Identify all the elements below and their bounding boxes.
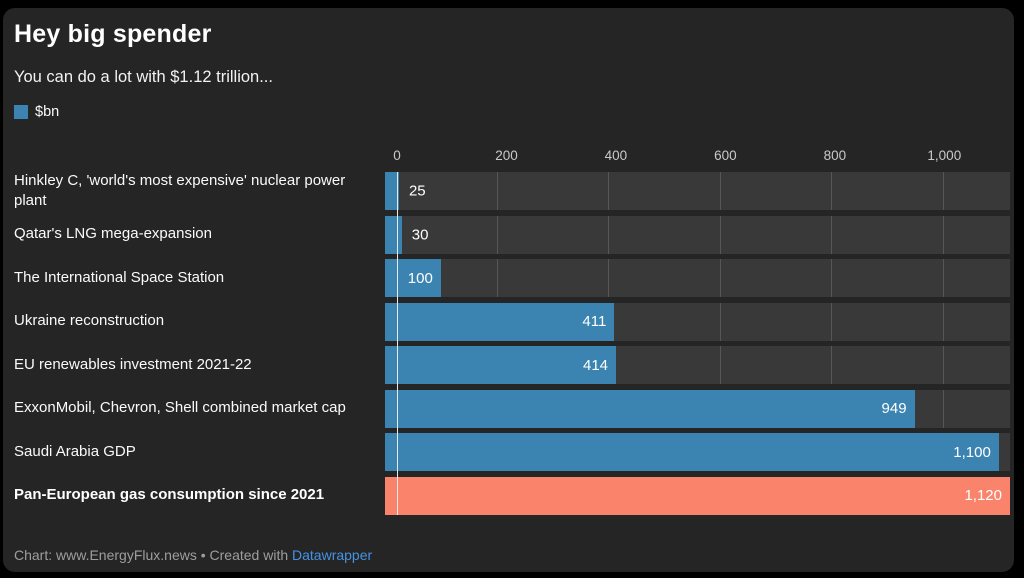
gridline xyxy=(608,172,610,210)
gridline xyxy=(608,215,610,254)
legend: $bn xyxy=(14,104,1014,120)
footer-credit: Chart: www.EnergyFlux.news • Created wit… xyxy=(14,547,372,563)
chart-subtitle: You can do a lot with $1.12 trillion... xyxy=(14,68,273,86)
bar xyxy=(385,172,399,210)
bar-value-label: 414 xyxy=(582,356,609,374)
bar-row: Saudi Arabia GDP 1,100 xyxy=(14,433,1010,471)
x-axis-tick-label: 800 xyxy=(823,148,847,163)
gridline xyxy=(719,302,721,341)
gridline xyxy=(719,346,721,384)
bar: 411 xyxy=(385,302,615,341)
gridline xyxy=(496,215,498,254)
gridline xyxy=(496,259,498,297)
gridline xyxy=(831,259,833,297)
bar-track: 25 xyxy=(385,172,1010,210)
bar-row-label: EU renewables investment 2021-22 xyxy=(14,355,252,373)
bar-row-label: Ukraine reconstruction xyxy=(14,312,165,330)
gridline xyxy=(496,172,498,210)
gridline xyxy=(943,346,945,384)
bar-row: Pan-European gas consumption since 2021 … xyxy=(14,476,1010,515)
gridline xyxy=(719,259,721,297)
bar-value-label: 25 xyxy=(408,182,426,200)
gridline xyxy=(831,346,833,384)
gridline xyxy=(608,259,610,297)
bar-value-label: 100 xyxy=(407,269,433,287)
bar-row-label: Pan-European gas consumption since 2021 xyxy=(14,486,325,504)
bar-track: 1,120 xyxy=(385,476,1010,515)
bar-track: 100 xyxy=(385,259,1010,297)
bar-row-label: The International Space Station xyxy=(14,268,225,286)
datawrapper-link[interactable]: Datawrapper xyxy=(292,547,373,563)
gridline xyxy=(831,302,833,341)
bar xyxy=(385,215,402,254)
bar: 949 xyxy=(385,389,915,428)
bar-rows: Hinkley C, 'world's most expensive' nucl… xyxy=(14,172,1010,515)
bar-track: 30 xyxy=(385,215,1010,254)
x-axis-tick-label: 1,000 xyxy=(927,148,962,163)
chart-card: Hey big spender You can do a lot with $1… xyxy=(3,8,1014,572)
bar: 100 xyxy=(385,259,441,297)
bar-row-label: Hinkley C, 'world's most expensive' nucl… xyxy=(14,171,346,209)
bar-value-label: 30 xyxy=(411,226,429,243)
gridline xyxy=(943,389,945,428)
footer-credit-text: Chart: www.EnergyFlux.news • Created wit… xyxy=(14,547,293,563)
x-axis-tick-label: 600 xyxy=(714,148,737,163)
bar: 1,100 xyxy=(385,433,999,471)
x-axis-tick-label: 200 xyxy=(495,148,518,163)
bar-row: Ukraine reconstruction 411 xyxy=(14,302,1010,341)
bar-value-label: 411 xyxy=(582,313,607,330)
bar-track: 949 xyxy=(385,389,1010,428)
bar-row: The International Space Station 100 xyxy=(14,259,1010,297)
x-axis-tick-label: 0 xyxy=(393,148,401,163)
gridline xyxy=(943,215,945,254)
bar-row: EU renewables investment 2021-22 414 xyxy=(14,346,1010,384)
bar-row-label: Saudi Arabia GDP xyxy=(14,442,136,460)
axis-baseline xyxy=(397,172,398,515)
bar-track: 1,100 xyxy=(385,433,1010,471)
bar-chart: 0 200 400 600 800 1,000 Hinkley C, 'world's m… xyxy=(14,147,1010,515)
x-axis: 0 200 400 600 800 1,000 xyxy=(393,147,1010,172)
bar-value-label: 949 xyxy=(881,400,907,417)
gridline xyxy=(719,215,721,254)
bar-row: Qatar's LNG mega-expansion 30 xyxy=(14,215,1010,254)
bar-value-label: 1,100 xyxy=(953,443,991,461)
bar: 1,120 xyxy=(385,476,1010,515)
bar-row: Hinkley C, 'world's most expensive' nucl… xyxy=(14,172,1010,210)
gridline xyxy=(831,215,833,254)
bar-row-label: Qatar's LNG mega-expansion xyxy=(14,225,212,243)
gridline xyxy=(831,172,833,210)
x-axis-tick-label: 400 xyxy=(604,148,628,163)
legend-label: $bn xyxy=(35,104,60,120)
gridline xyxy=(943,172,945,210)
bar-value-label: 1,120 xyxy=(964,487,1002,504)
bar-row-label: ExxonMobil, Chevron, Shell combined mark… xyxy=(14,399,346,417)
chart-title: Hey big spender xyxy=(14,20,212,48)
gridline xyxy=(943,259,945,297)
chart-header: Hey big spender You can do a lot with $1… xyxy=(3,8,1014,120)
bar: 414 xyxy=(385,346,617,384)
bar-track: 414 xyxy=(385,346,1010,384)
legend-swatch-icon xyxy=(14,105,28,119)
bar-track: 411 xyxy=(385,302,1010,341)
gridline xyxy=(719,172,721,210)
bar-row: ExxonMobil, Chevron, Shell combined mark… xyxy=(14,389,1010,428)
gridline xyxy=(943,302,945,341)
